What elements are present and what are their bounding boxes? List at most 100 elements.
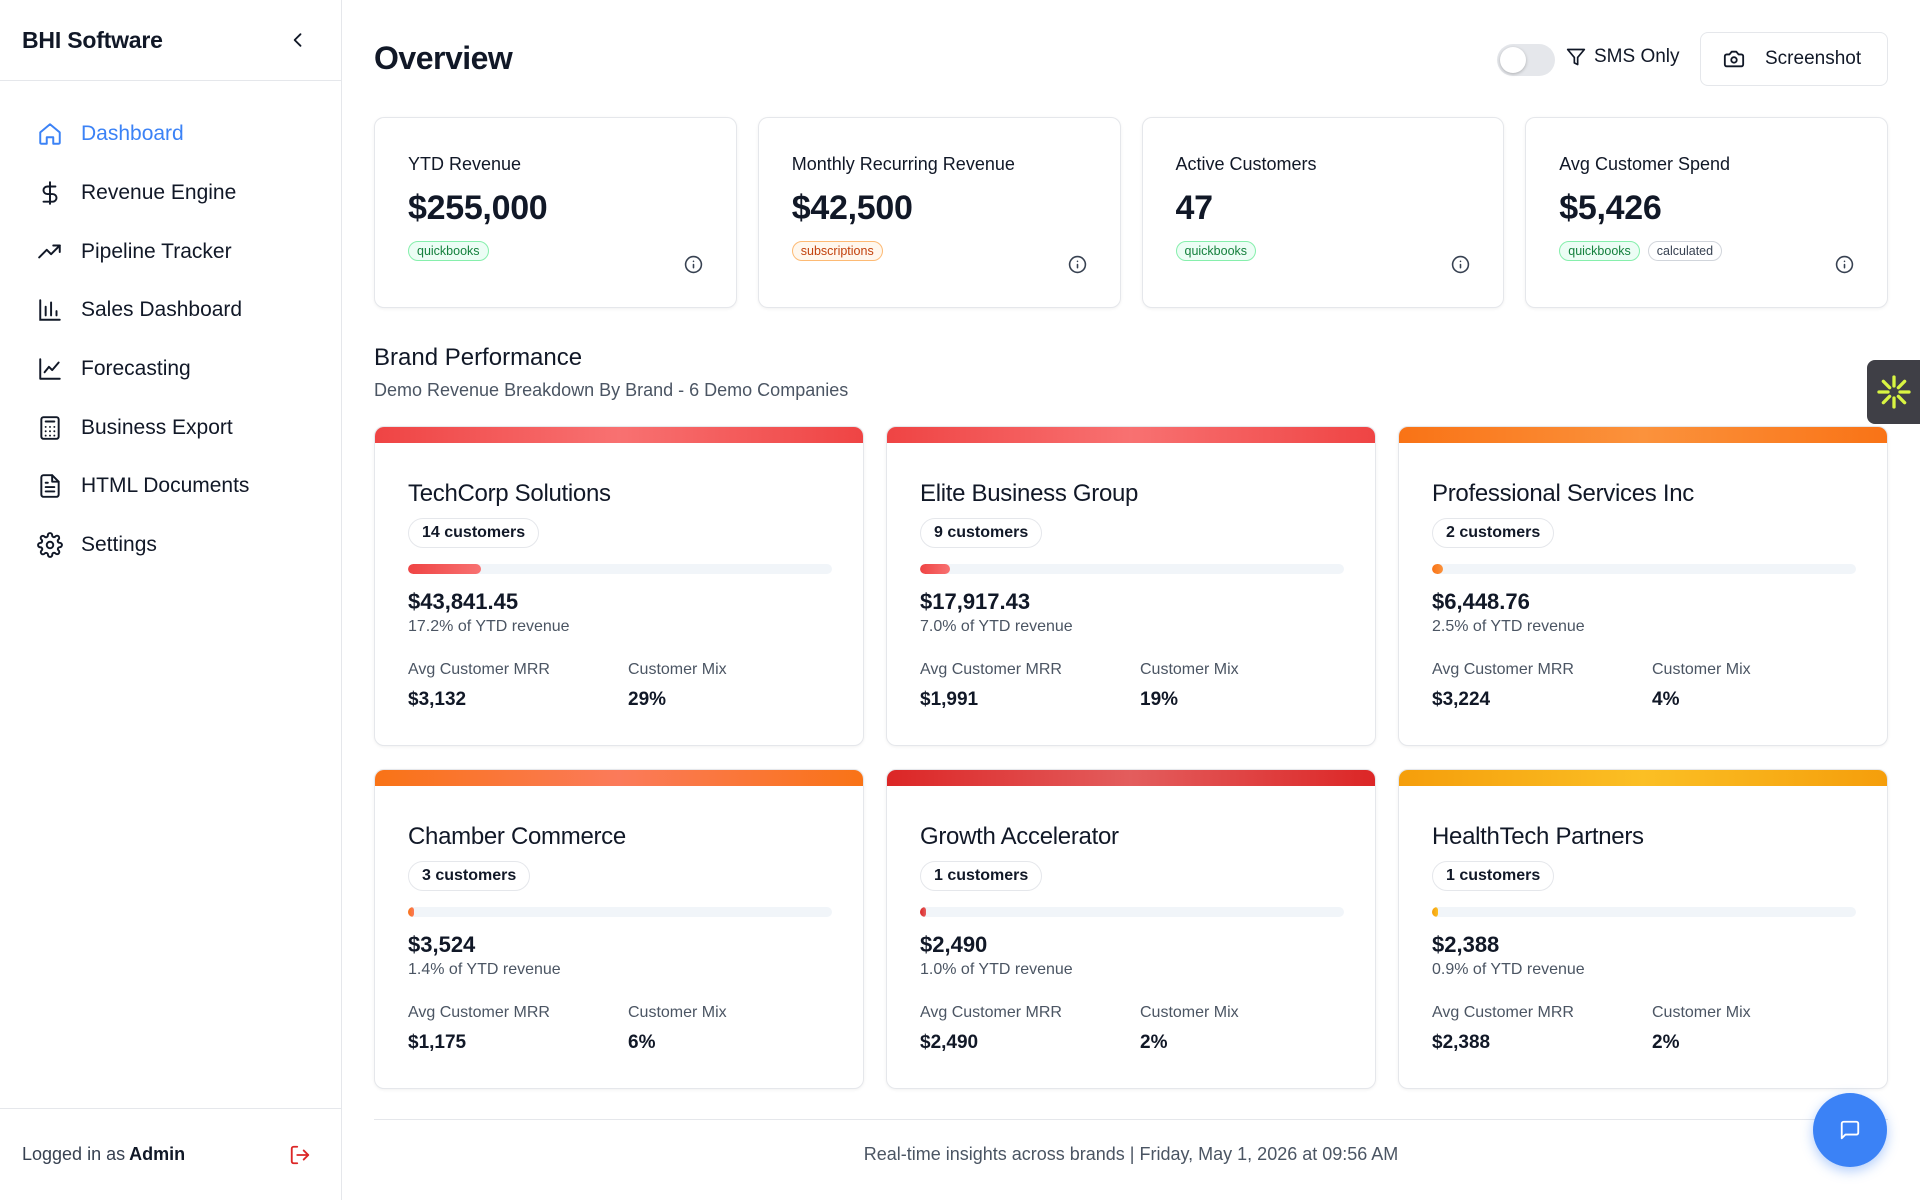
revenue-share-fill xyxy=(1432,907,1438,917)
brand-name: Elite Business Group xyxy=(920,480,1139,507)
section-title: Brand Performance xyxy=(374,344,583,371)
sidebar-nav: Dashboard Revenue Engine Pipeline Tracke… xyxy=(0,81,341,575)
brand-revenue: $2,490 xyxy=(920,932,988,957)
screenshot-label: Screenshot xyxy=(1765,48,1862,69)
brand-revenue-pct: 1.0% of YTD revenue xyxy=(920,961,1073,978)
brand-card: Chamber Commerce 3 customers $3,524 1.4%… xyxy=(374,769,864,1089)
line-chart-icon xyxy=(37,356,63,382)
sidebar-item-label: Pipeline Tracker xyxy=(81,239,232,263)
brand-revenue: $43,841.45 xyxy=(408,589,519,614)
brand-accent-bar xyxy=(1399,770,1887,786)
revenue-share-fill xyxy=(1432,564,1443,574)
info-icon[interactable] xyxy=(1451,255,1470,274)
revenue-share-fill xyxy=(408,907,414,917)
kpi-label: Active Customers xyxy=(1175,154,1317,174)
app-title: BHI Software xyxy=(22,26,163,53)
kpi-label: Avg Customer Spend xyxy=(1559,154,1731,174)
brand-accent-bar xyxy=(887,427,1375,443)
sidebar-item-label: HTML Documents xyxy=(81,474,250,498)
avg-mrr-value: $2,388 xyxy=(1432,1032,1491,1053)
customer-count-badge: 3 customers xyxy=(408,861,531,891)
kpi-tags: quickbooks xyxy=(1175,241,1504,261)
kpi-value: 47 xyxy=(1175,189,1214,227)
info-icon[interactable] xyxy=(684,255,703,274)
kpi-card-active-customers: Active Customers 47 quickbooks xyxy=(1141,117,1505,308)
brand-revenue: $17,917.43 xyxy=(920,589,1031,614)
sidebar-item-revenue-engine[interactable]: Revenue Engine xyxy=(0,164,341,223)
sidebar-item-settings[interactable]: Settings xyxy=(0,516,341,575)
brand-revenue-pct: 1.4% of YTD revenue xyxy=(408,961,561,978)
brand-card: Growth Accelerator 1 customers $2,490 1.… xyxy=(886,769,1376,1089)
sidebar-header: BHI Software xyxy=(0,0,341,81)
side-widget-tab[interactable] xyxy=(1867,360,1920,424)
screenshot-button[interactable]: Screenshot xyxy=(1700,32,1888,86)
avg-mrr-label: Avg Customer MRR xyxy=(1432,1004,1574,1021)
brand-name: Chamber Commerce xyxy=(408,823,626,850)
customer-count-badge: 2 customers xyxy=(1432,518,1555,548)
customer-mix-label: Customer Mix xyxy=(1140,1004,1239,1021)
logout-button[interactable] xyxy=(288,1143,312,1167)
sidebar: BHI Software Dashboard Revenue Engine Pi… xyxy=(0,0,342,1200)
customer-mix-label: Customer Mix xyxy=(628,1004,727,1021)
kpi-card-mrr: Monthly Recurring Revenue $42,500 subscr… xyxy=(757,117,1121,308)
collapse-sidebar-button[interactable] xyxy=(285,27,311,53)
sms-only-toggle[interactable] xyxy=(1497,44,1555,76)
revenue-share-bar xyxy=(920,564,1344,574)
brand-accent-bar xyxy=(887,770,1375,786)
kpi-tags: quickbooks xyxy=(408,241,736,261)
customer-count-badge: 1 customers xyxy=(920,861,1043,891)
customer-mix-label: Customer Mix xyxy=(1140,661,1239,678)
brand-revenue-pct: 0.9% of YTD revenue xyxy=(1432,961,1585,978)
sidebar-item-html-documents[interactable]: HTML Documents xyxy=(0,457,341,516)
brand-name: TechCorp Solutions xyxy=(408,480,611,507)
logged-in-prefix: Logged in as xyxy=(22,1144,126,1164)
footer-timestamp: Real-time insights across brands | Frida… xyxy=(863,1144,1399,1164)
sidebar-item-forecasting[interactable]: Forecasting xyxy=(0,340,341,399)
customer-mix-value: 6% xyxy=(628,1032,656,1053)
avg-mrr-label: Avg Customer MRR xyxy=(1432,661,1574,678)
sidebar-item-dashboard[interactable]: Dashboard xyxy=(0,105,341,164)
camera-icon xyxy=(1723,48,1745,70)
toggle-knob xyxy=(1500,47,1526,73)
revenue-share-bar xyxy=(408,564,832,574)
brand-grid: TechCorp Solutions 14 customers $43,841.… xyxy=(374,426,1888,1089)
bar-chart-icon xyxy=(37,297,63,323)
gear-icon xyxy=(37,532,63,559)
info-icon[interactable] xyxy=(1835,255,1854,274)
kpi-label: YTD Revenue xyxy=(408,154,522,174)
sidebar-item-sales-dashboard[interactable]: Sales Dashboard xyxy=(0,281,341,340)
sidebar-item-business-export[interactable]: Business Export xyxy=(0,398,341,457)
sidebar-item-label: Forecasting xyxy=(81,357,191,381)
avg-mrr-value: $3,132 xyxy=(408,689,467,710)
customer-mix-label: Customer Mix xyxy=(628,661,727,678)
customer-mix-value: 29% xyxy=(628,689,667,710)
customer-count-badge: 14 customers xyxy=(408,518,540,548)
footer-divider xyxy=(374,1119,1888,1120)
brand-card: HealthTech Partners 1 customers $2,388 0… xyxy=(1398,769,1888,1089)
brand-name: Growth Accelerator xyxy=(920,823,1119,850)
logged-in-user: Admin xyxy=(129,1144,186,1164)
source-badge: subscriptions xyxy=(791,241,883,261)
chat-button[interactable] xyxy=(1813,1093,1887,1167)
source-badge: quickbooks xyxy=(408,241,489,261)
sidebar-item-label: Settings xyxy=(81,533,157,557)
avg-mrr-value: $2,490 xyxy=(920,1032,979,1053)
main-content: Overview SMS Only Screenshot YTD Revenue… xyxy=(374,0,1888,1200)
sidebar-item-pipeline-tracker[interactable]: Pipeline Tracker xyxy=(0,222,341,281)
customer-mix-label: Customer Mix xyxy=(1652,1004,1751,1021)
logout-icon xyxy=(290,1145,310,1164)
source-badge: quickbooks xyxy=(1175,241,1257,261)
revenue-share-bar xyxy=(1432,564,1856,574)
sidebar-item-label: Revenue Engine xyxy=(81,181,237,205)
customer-mix-value: 2% xyxy=(1140,1032,1168,1053)
brand-accent-bar xyxy=(1399,427,1887,443)
avg-mrr-label: Avg Customer MRR xyxy=(920,1004,1062,1021)
calculator-icon xyxy=(37,415,63,441)
info-icon[interactable] xyxy=(1068,255,1087,274)
avg-mrr-label: Avg Customer MRR xyxy=(920,661,1062,678)
brand-card: TechCorp Solutions 14 customers $43,841.… xyxy=(374,426,864,746)
sms-only-filter[interactable]: SMS Only xyxy=(1566,46,1680,68)
kpi-card-avg-customer-spend: Avg Customer Spend $5,426 quickbooks cal… xyxy=(1525,117,1888,308)
customer-mix-value: 4% xyxy=(1652,689,1680,710)
kpi-label: Monthly Recurring Revenue xyxy=(791,154,1015,174)
